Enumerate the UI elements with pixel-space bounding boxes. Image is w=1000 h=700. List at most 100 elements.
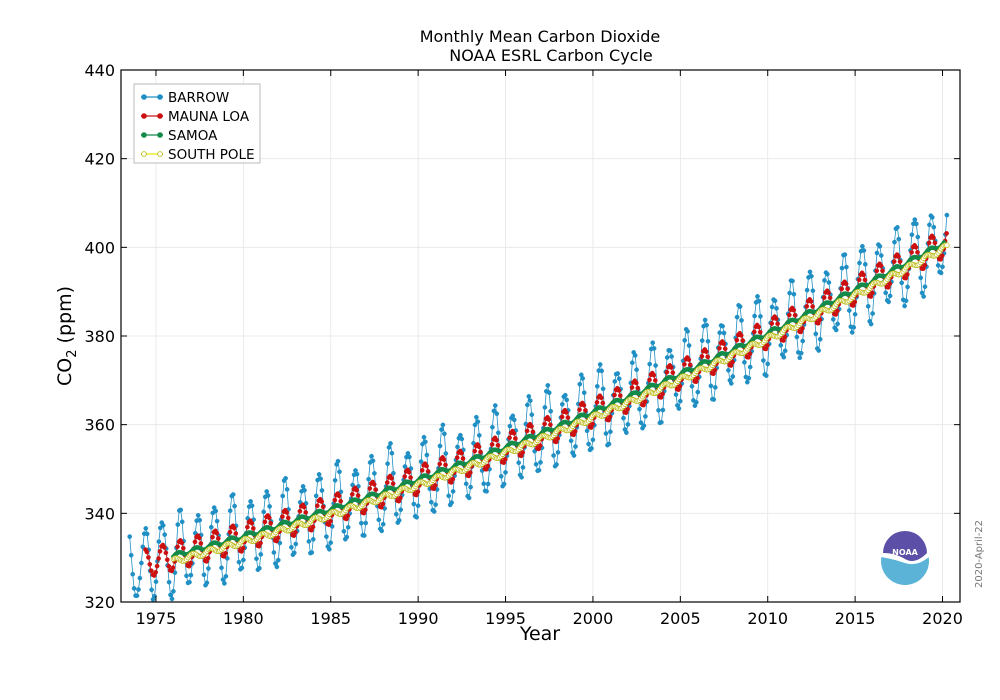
data-point xyxy=(695,375,700,381)
data-point xyxy=(433,502,438,507)
data-point xyxy=(485,463,491,469)
data-point xyxy=(669,354,674,359)
data-point xyxy=(944,212,950,218)
data-point xyxy=(791,291,797,297)
data-point xyxy=(267,504,272,509)
data-point xyxy=(187,579,192,585)
data-point xyxy=(842,252,848,257)
data-point xyxy=(895,225,900,230)
noaa-logo-text: NOAA xyxy=(892,548,918,557)
data-point xyxy=(705,338,711,344)
data-point xyxy=(629,385,635,390)
data-point xyxy=(326,546,332,552)
data-point xyxy=(507,435,512,441)
data-point xyxy=(157,525,163,531)
data-point xyxy=(826,280,832,285)
data-point xyxy=(660,391,665,397)
data-point xyxy=(280,493,286,499)
data-point xyxy=(227,529,233,535)
data-point xyxy=(472,422,478,428)
data-point xyxy=(439,427,444,432)
data-point xyxy=(551,453,556,458)
data-point xyxy=(418,459,424,464)
data-point xyxy=(673,392,679,397)
data-point xyxy=(494,411,500,417)
data-point xyxy=(134,593,140,599)
data-point xyxy=(616,388,622,393)
data-point xyxy=(213,508,219,514)
data-point xyxy=(210,534,215,540)
data-point xyxy=(248,499,253,504)
data-point xyxy=(406,469,412,475)
data-point xyxy=(184,573,189,579)
data-point xyxy=(756,324,762,330)
data-point xyxy=(336,493,342,499)
data-point xyxy=(201,572,207,578)
legend-label: SAMOA xyxy=(168,128,218,144)
data-point xyxy=(629,360,635,366)
data-point xyxy=(398,507,404,513)
data-point xyxy=(178,507,184,513)
data-point xyxy=(922,284,928,290)
data-point xyxy=(913,221,919,227)
data-point xyxy=(600,386,606,392)
data-point xyxy=(721,341,727,346)
data-point xyxy=(786,312,792,318)
data-point xyxy=(170,565,176,571)
data-point xyxy=(180,545,186,551)
data-point xyxy=(454,455,460,460)
data-point xyxy=(153,569,159,575)
data-point xyxy=(344,534,350,540)
data-point xyxy=(215,536,221,541)
y-axis-label: CO2 (ppm) xyxy=(54,286,80,386)
data-point xyxy=(264,489,270,494)
data-point xyxy=(568,438,574,444)
data-point xyxy=(632,353,638,358)
data-point xyxy=(874,250,880,256)
data-point xyxy=(659,419,664,425)
data-point xyxy=(510,413,516,419)
data-point xyxy=(921,294,926,299)
data-point xyxy=(219,565,224,571)
data-point xyxy=(861,248,867,253)
data-point xyxy=(137,575,143,581)
data-point xyxy=(594,383,600,389)
chart-title: Monthly Mean Carbon Dioxide xyxy=(420,27,661,46)
data-point xyxy=(169,596,175,602)
data-point xyxy=(775,321,780,327)
data-point xyxy=(328,540,334,546)
data-point xyxy=(474,414,479,420)
data-point xyxy=(689,383,695,389)
data-point xyxy=(240,545,246,551)
data-point xyxy=(195,512,201,518)
data-point xyxy=(380,521,386,527)
data-point xyxy=(349,491,355,497)
data-point xyxy=(652,378,658,383)
data-point xyxy=(423,439,428,445)
data-point xyxy=(171,588,176,594)
data-point xyxy=(313,493,319,499)
data-point xyxy=(214,518,220,524)
data-point xyxy=(309,550,315,555)
x-tick-label: 2015 xyxy=(835,609,876,628)
data-point xyxy=(494,437,499,443)
data-point xyxy=(825,271,830,277)
data-point xyxy=(827,295,833,301)
legend-label: SOUTH POLE xyxy=(168,147,255,163)
data-point xyxy=(580,376,586,381)
data-point xyxy=(530,429,536,435)
data-point xyxy=(607,414,613,420)
data-point xyxy=(300,484,306,489)
data-point xyxy=(791,307,797,313)
data-point xyxy=(271,550,277,555)
legend-marker xyxy=(141,151,147,157)
data-point xyxy=(769,304,775,310)
legend-item: SOUTH POLE xyxy=(141,147,255,163)
data-point xyxy=(573,444,578,449)
ticks: 1975 1980 1985 1990 1995 2000 2005 2010 2015 2020… xyxy=(84,61,962,628)
data-point xyxy=(166,563,172,569)
data-point xyxy=(285,515,291,521)
data-point xyxy=(341,528,347,534)
data-point xyxy=(455,444,460,450)
data-point xyxy=(283,475,288,481)
